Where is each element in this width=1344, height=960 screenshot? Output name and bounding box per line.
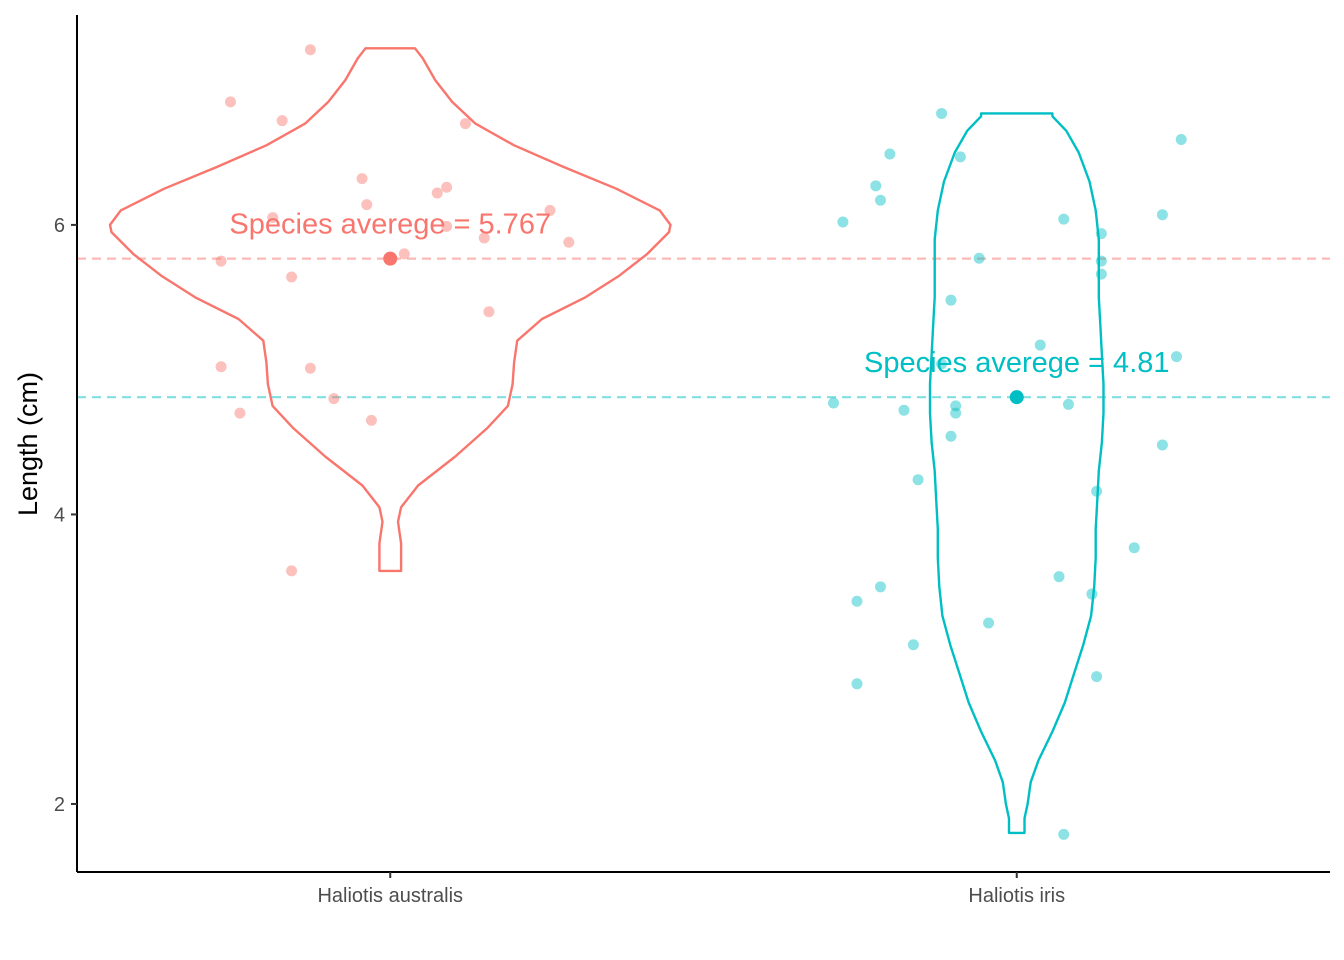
jitter-points (215, 44, 1187, 840)
data-point (459, 118, 471, 130)
data-point (1128, 542, 1140, 554)
data-point (1095, 268, 1107, 280)
data-point (304, 44, 316, 56)
data-point (1058, 828, 1070, 840)
data-point (1058, 213, 1070, 225)
data-point (276, 115, 288, 127)
data-point (441, 220, 453, 232)
mean-point (383, 251, 398, 266)
data-point (950, 407, 962, 419)
data-point (1091, 671, 1103, 683)
x-tick-label: Haliotis iris (968, 885, 1065, 907)
data-point (912, 474, 924, 486)
data-point (936, 107, 948, 119)
data-point (544, 204, 556, 216)
data-point (1171, 351, 1183, 363)
data-point (356, 173, 368, 185)
data-point (907, 639, 919, 651)
data-point (1034, 339, 1046, 351)
data-point (361, 199, 373, 211)
y-axis-title: Length (cm) (13, 372, 43, 516)
data-point (898, 404, 910, 416)
data-point (874, 581, 886, 593)
data-point (954, 151, 966, 163)
mean-labels: Species averege = 5.767 Species averege =… (229, 209, 1169, 380)
data-point (1156, 209, 1168, 221)
data-point (1095, 228, 1107, 240)
data-point (1053, 571, 1065, 583)
data-point (286, 271, 298, 283)
data-point (215, 255, 227, 267)
axes (76, 15, 1330, 873)
data-point (945, 294, 957, 306)
data-point (851, 678, 863, 690)
data-point (950, 400, 962, 412)
data-point (945, 430, 957, 442)
mean-markers (383, 251, 1024, 405)
data-point (365, 414, 377, 426)
data-point (1062, 398, 1074, 410)
data-point (224, 96, 236, 108)
data-point (1091, 485, 1103, 497)
data-point (286, 565, 298, 577)
data-point (483, 306, 495, 318)
x-tick-label: Haliotis australis (317, 885, 463, 907)
data-point (267, 212, 279, 224)
data-point (304, 362, 316, 374)
violin-outline (928, 112, 1105, 835)
data-point (1175, 133, 1187, 145)
data-point (983, 617, 995, 629)
data-point (1156, 439, 1168, 451)
data-point (851, 595, 863, 607)
data-point (1095, 255, 1107, 267)
mean-point (1009, 390, 1024, 405)
data-point (884, 148, 896, 160)
data-point (328, 393, 340, 405)
violin-outline (108, 47, 672, 573)
data-point (441, 181, 453, 193)
y-tick-label: 2 (54, 794, 65, 816)
data-point (827, 397, 839, 409)
data-point (1086, 588, 1098, 600)
data-point (215, 361, 227, 373)
data-point (478, 232, 490, 244)
y-ticks: 2 4 6 (54, 215, 77, 816)
data-point (973, 252, 985, 264)
mean-label: Species averege = 5.767 (229, 209, 551, 241)
x-ticks: Haliotis australis Haliotis iris (317, 872, 1065, 907)
violins (108, 47, 1105, 835)
data-point (837, 216, 849, 228)
data-point (563, 236, 575, 248)
data-point (874, 194, 886, 206)
data-point (936, 358, 948, 370)
data-point (234, 407, 246, 419)
data-point (398, 248, 410, 260)
data-point (870, 180, 882, 192)
mean-label: Species averege = 4.81 (864, 347, 1170, 379)
data-point (431, 187, 443, 199)
y-tick-label: 4 (54, 504, 65, 526)
y-tick-label: 6 (54, 215, 65, 237)
